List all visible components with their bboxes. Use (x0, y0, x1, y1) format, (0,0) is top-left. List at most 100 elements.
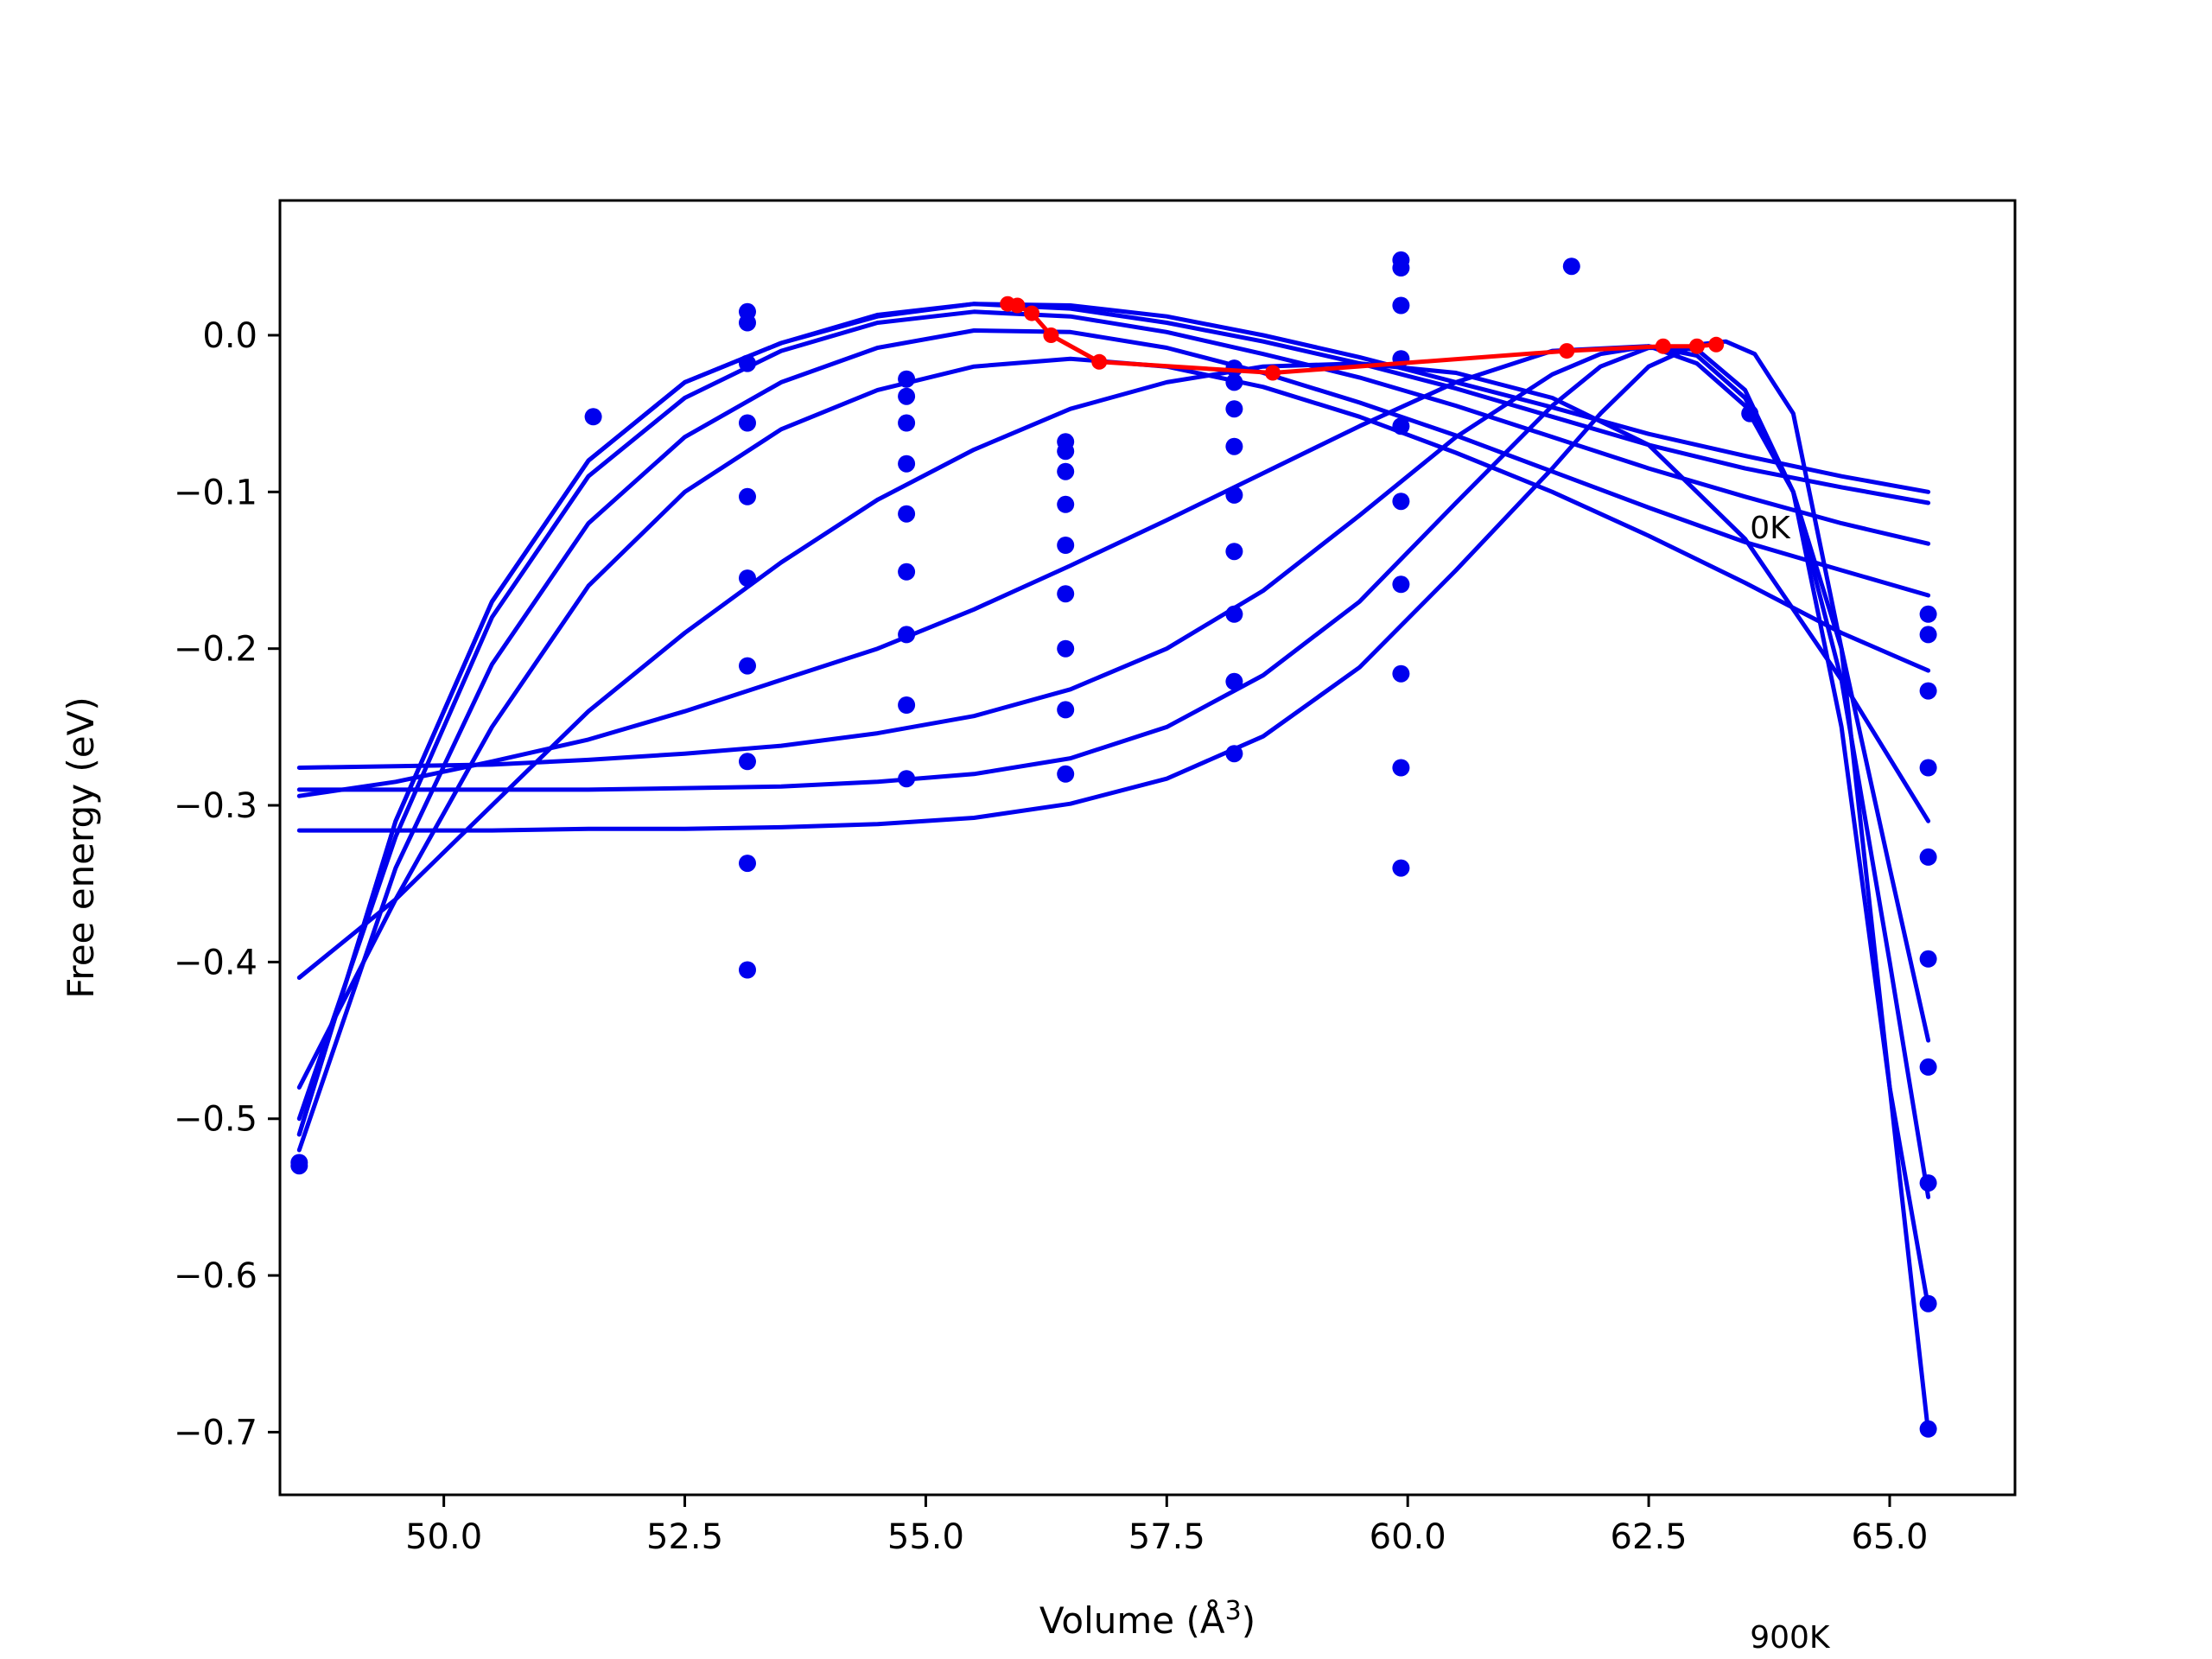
x-tick-label: 65.0 (1851, 1517, 1928, 1557)
data-point (739, 414, 756, 432)
x-axis-label-close: ) (1242, 1599, 1255, 1642)
data-point (1057, 537, 1075, 554)
y-tick-label: −0.7 (174, 1413, 257, 1452)
y-tick-label: −0.6 (174, 1256, 257, 1296)
data-point (290, 1157, 308, 1175)
axes-frame (278, 199, 2017, 1497)
y-tick-label: 0.0 (202, 316, 257, 356)
data-point (1225, 672, 1243, 690)
data-point (1392, 575, 1410, 594)
equilibrium-path-line (1007, 302, 1717, 375)
data-point (1057, 765, 1075, 783)
data-point (1392, 664, 1410, 683)
x-tick-label: 60.0 (1370, 1517, 1446, 1557)
data-point (1225, 486, 1243, 504)
equilibrium-point (1265, 365, 1281, 381)
data-point (739, 354, 756, 372)
data-point (898, 454, 916, 473)
data-point (739, 657, 756, 675)
data-point (1919, 682, 1937, 700)
data-point (1057, 639, 1075, 658)
data-point (739, 855, 756, 873)
fit-curve-3 (296, 309, 1931, 1122)
data-point (898, 387, 916, 405)
fit-curve-4 (296, 328, 1931, 1153)
x-axis-label: Volume (Å3) (1039, 1596, 1255, 1642)
y-axis-label: Free energy (eV) (60, 696, 102, 999)
data-point (1741, 404, 1759, 423)
data-point (1919, 759, 1937, 777)
fit-curve-2 (296, 302, 1931, 1137)
x-axis-label-text: Volume (Å (1039, 1599, 1225, 1642)
equilibrium-point (1559, 343, 1575, 359)
fit-curve-6 (296, 361, 1931, 980)
data-point (898, 370, 916, 388)
y-tick-label: −0.1 (174, 473, 257, 512)
data-point (1392, 259, 1410, 276)
data-point (1225, 437, 1243, 455)
data-point (1057, 585, 1075, 603)
data-point (739, 314, 756, 332)
equilibrium-point (1024, 305, 1040, 321)
x-tick-label: 55.0 (887, 1517, 964, 1557)
annotation-label: 0K (1750, 511, 1791, 546)
data-point (1919, 1174, 1937, 1192)
data-point (1392, 759, 1410, 777)
data-point (1392, 859, 1410, 877)
y-tick-label: −0.2 (174, 630, 257, 670)
x-tick-label: 52.5 (646, 1517, 723, 1557)
data-point (898, 770, 916, 788)
data-point (1919, 950, 1937, 968)
data-point (1225, 745, 1243, 763)
y-tick-label: −0.3 (174, 786, 257, 826)
equilibrium-point (1708, 336, 1725, 353)
annotation-label: 900K (1750, 1620, 1831, 1656)
data-point (1919, 1420, 1937, 1438)
annotations: 0K 900K (1750, 511, 1831, 1656)
data-point (739, 569, 756, 588)
data-point (1225, 543, 1243, 561)
data-point (584, 408, 602, 426)
fit-curve-9 (296, 346, 1931, 1309)
x-tick-label: 50.0 (405, 1517, 482, 1557)
x-tick-label: 62.5 (1611, 1517, 1688, 1557)
data-point (898, 626, 916, 644)
data-point (898, 563, 916, 581)
equilibrium-point (1009, 297, 1026, 314)
data-point (1225, 605, 1243, 623)
x-axis: 50.0 52.5 55.0 57.5 60.0 62.5 65.0 (405, 1495, 1929, 1557)
data-point (1919, 605, 1937, 623)
data-point (1057, 462, 1075, 480)
data-point (1057, 495, 1075, 513)
y-axis: 0.0 −0.1 −0.2 −0.3 −0.4 −0.5 −0.6 −0.7 (174, 316, 280, 1452)
equilibrium-point (1655, 338, 1671, 354)
data-point (1919, 626, 1937, 644)
data-point (739, 961, 756, 979)
equilibrium-point (1043, 327, 1059, 343)
x-axis-label-superscript: 3 (1225, 1596, 1242, 1626)
data-point (1392, 417, 1410, 435)
data-point (1225, 400, 1243, 418)
data-point (1392, 493, 1410, 511)
equilibrium-point (1091, 353, 1108, 370)
equilibrium-point (1688, 338, 1705, 354)
y-tick-label: −0.5 (174, 1100, 257, 1140)
data-point (1225, 373, 1243, 391)
data-point (898, 696, 916, 714)
data-point (1919, 848, 1937, 866)
data-point (898, 505, 916, 523)
data-point (1919, 1294, 1937, 1313)
data-point (898, 414, 916, 432)
data-point (1919, 1058, 1937, 1076)
data-point (739, 753, 756, 771)
data-point (1057, 442, 1075, 461)
data-point (739, 487, 756, 505)
data-point (1392, 296, 1410, 315)
y-tick-label: −0.4 (174, 943, 257, 982)
x-tick-label: 57.5 (1128, 1517, 1205, 1557)
data-point (1057, 701, 1075, 719)
plot-area (290, 251, 1937, 1438)
fit-curve-10 (296, 339, 1931, 1434)
data-point (1562, 257, 1580, 276)
